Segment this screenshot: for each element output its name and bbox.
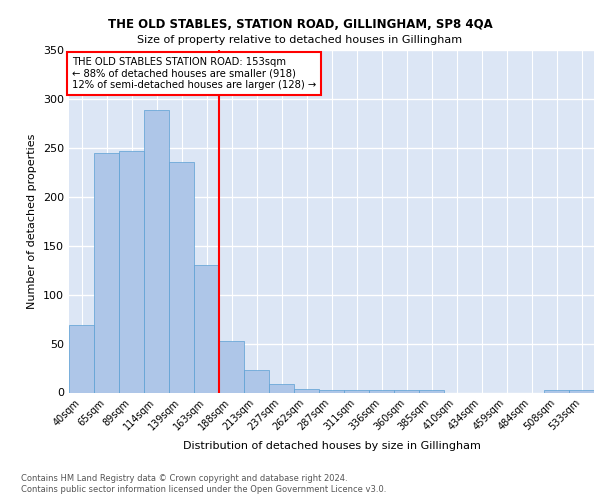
Bar xyxy=(94,153,119,392)
Bar xyxy=(544,390,569,392)
Bar xyxy=(569,390,594,392)
Text: THE OLD STABLES STATION ROAD: 153sqm
← 88% of detached houses are smaller (918)
: THE OLD STABLES STATION ROAD: 153sqm ← 8… xyxy=(71,57,316,90)
Bar xyxy=(394,390,419,392)
Bar xyxy=(194,266,219,392)
Bar xyxy=(144,110,169,393)
Bar xyxy=(244,370,269,392)
Bar xyxy=(219,340,244,392)
Bar xyxy=(419,390,444,392)
Text: THE OLD STABLES, STATION ROAD, GILLINGHAM, SP8 4QA: THE OLD STABLES, STATION ROAD, GILLINGHA… xyxy=(107,18,493,30)
Bar xyxy=(294,388,319,392)
Bar xyxy=(169,162,194,392)
Bar xyxy=(369,390,394,392)
Bar xyxy=(269,384,294,392)
X-axis label: Distribution of detached houses by size in Gillingham: Distribution of detached houses by size … xyxy=(182,440,481,450)
Text: Contains HM Land Registry data © Crown copyright and database right 2024.
Contai: Contains HM Land Registry data © Crown c… xyxy=(21,474,386,494)
Bar xyxy=(119,151,144,392)
Bar xyxy=(344,390,369,392)
Bar xyxy=(319,390,344,392)
Y-axis label: Number of detached properties: Number of detached properties xyxy=(28,134,37,309)
Bar xyxy=(69,325,94,392)
Text: Size of property relative to detached houses in Gillingham: Size of property relative to detached ho… xyxy=(137,35,463,45)
